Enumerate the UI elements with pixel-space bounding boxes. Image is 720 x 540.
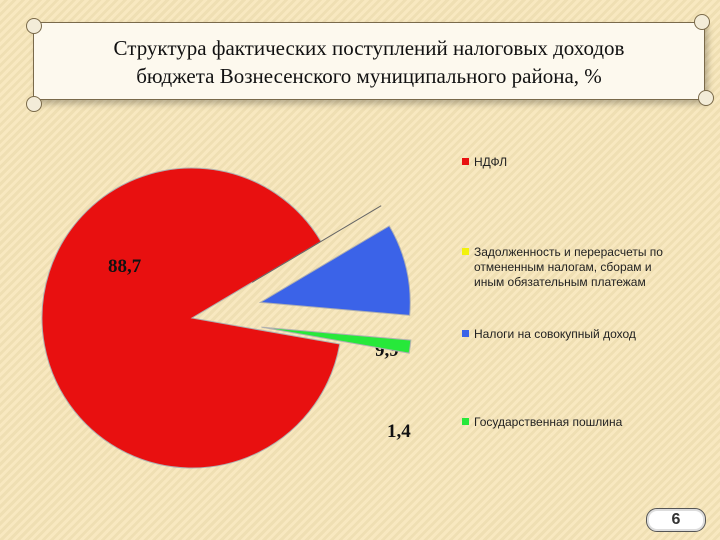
legend-entry-label: иным обязательным платежам (474, 275, 646, 289)
legend-entry-label: Государственная пошлина (474, 415, 623, 429)
legend-entry-label: НДФЛ (474, 155, 507, 169)
chart-title-line-1: Структура фактических поступлений налого… (113, 36, 625, 60)
legend-entry-label: Задолженность и перерасчеты по (474, 245, 663, 259)
title-banner (33, 22, 705, 100)
page-number-badge: 6 (646, 508, 706, 532)
pie-slice (261, 326, 412, 354)
legend-marker (462, 418, 469, 425)
legend-marker (462, 330, 469, 337)
pie-slice (251, 205, 382, 283)
legend-entry-label: Налоги на совокупный доход (474, 327, 636, 341)
scroll-curl-decoration (698, 90, 714, 106)
scroll-curl-decoration (26, 96, 42, 112)
legend-entry-label: отмененным налогам, сборам и (474, 260, 652, 274)
scroll-curl-decoration (694, 14, 710, 30)
legend-marker (462, 158, 469, 165)
slice-data-label: 1,4 (387, 421, 411, 442)
chart-title: Структура фактических поступлений налого… (33, 34, 705, 90)
chart-title-line-2: бюджета Вознесенского муниципального рай… (136, 64, 602, 88)
scroll-curl-decoration (26, 18, 42, 34)
pie-slice (258, 225, 411, 316)
legend-marker (462, 248, 469, 255)
pie-slice (41, 167, 341, 469)
slice-data-label: 88,7 (108, 256, 142, 277)
